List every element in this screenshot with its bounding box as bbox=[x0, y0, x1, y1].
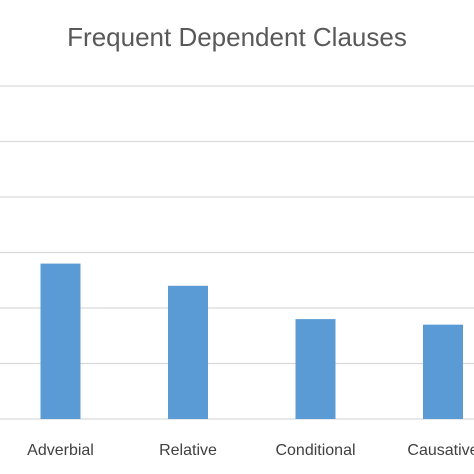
category-label-relative: Relative bbox=[159, 442, 217, 459]
bar-causative bbox=[423, 324, 463, 419]
chart-title: Frequent Dependent Clauses bbox=[67, 22, 407, 52]
bar-conditional bbox=[295, 319, 336, 419]
category-labels: Adverbial Relative Conditional Causative bbox=[27, 442, 474, 459]
bars bbox=[40, 263, 463, 419]
category-label-conditional: Conditional bbox=[275, 442, 355, 459]
bar-adverbial bbox=[40, 263, 81, 419]
category-label-causative: Causative bbox=[407, 442, 474, 459]
category-label-adverbial: Adverbial bbox=[27, 442, 94, 459]
bar-relative bbox=[168, 285, 208, 419]
